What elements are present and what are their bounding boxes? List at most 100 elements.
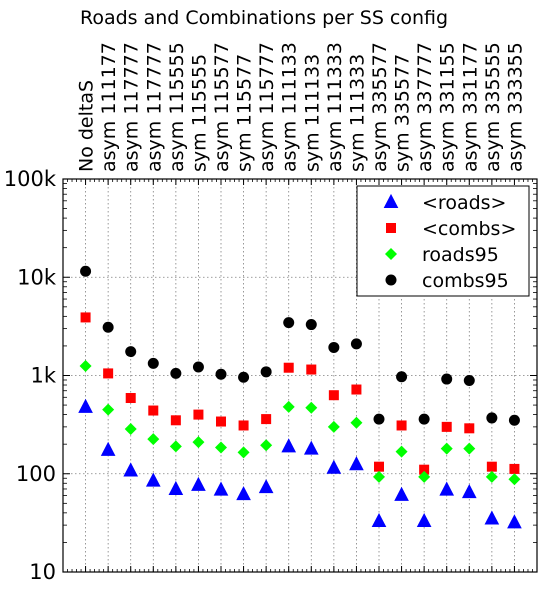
x-tick-label: asym 335555 xyxy=(482,42,504,172)
legend-marker-roads95 xyxy=(385,248,397,260)
point-roads xyxy=(461,484,477,499)
x-tick-label: asym 335577 xyxy=(369,42,391,172)
legend: <roads> <combs> roads95 combs95 xyxy=(356,185,530,297)
point-roads95 xyxy=(440,442,453,455)
point-roads95 xyxy=(282,400,295,413)
y-tick-label: 100k xyxy=(4,167,57,191)
x-tick-label: asym 337777 xyxy=(414,42,436,172)
point-combs95 xyxy=(80,265,92,277)
point-roads xyxy=(236,486,251,501)
point-roads95 xyxy=(102,403,115,416)
x-tick-label: asym 115777 xyxy=(256,42,278,172)
point-combs95 xyxy=(102,321,114,333)
point-roads xyxy=(258,479,274,494)
point-combs95 xyxy=(441,373,453,385)
point-roads95 xyxy=(418,470,431,483)
legend-marker-roads xyxy=(383,193,399,208)
point-combs95 xyxy=(215,368,227,380)
x-tick-label: sym 115577 xyxy=(234,54,256,172)
point-roads xyxy=(100,441,116,456)
point-roads xyxy=(394,486,409,501)
point-combs xyxy=(170,415,181,426)
point-roads xyxy=(484,510,500,525)
point-roads95 xyxy=(79,359,92,372)
legend-label-combs: <combs> xyxy=(422,218,516,240)
point-combs xyxy=(351,384,362,395)
point-combs95 xyxy=(508,414,520,426)
point-roads xyxy=(326,459,342,474)
point-combs xyxy=(396,420,407,431)
x-tick-label: asym 333355 xyxy=(504,42,526,172)
point-combs xyxy=(103,368,114,379)
x-tick-label: No deltaS xyxy=(76,80,98,172)
point-combs95 xyxy=(147,357,159,369)
point-combs xyxy=(80,312,91,323)
point-roads95 xyxy=(327,420,340,433)
point-roads xyxy=(281,438,297,453)
point-combs95 xyxy=(486,412,498,424)
point-roads95 xyxy=(169,440,182,453)
legend-label-combs95: combs95 xyxy=(422,270,509,292)
point-roads xyxy=(371,512,387,528)
point-combs xyxy=(328,390,339,401)
legend-label-roads: <roads> xyxy=(422,192,506,214)
x-tick-label: asym 331177 xyxy=(459,42,481,172)
point-combs95 xyxy=(396,371,408,383)
point-combs95 xyxy=(125,346,137,358)
x-tick-label: sym 111133 xyxy=(301,54,323,172)
point-combs xyxy=(441,421,452,432)
y-tick-label: 1k xyxy=(30,364,56,388)
x-tick-label: sym 111333 xyxy=(346,54,368,172)
point-roads95 xyxy=(215,441,227,454)
point-roads xyxy=(191,476,206,491)
point-roads xyxy=(123,462,139,477)
point-roads95 xyxy=(463,442,476,455)
y-tick-label: 100 xyxy=(16,462,56,486)
point-roads95 xyxy=(237,446,250,459)
point-combs xyxy=(193,409,204,420)
point-combs xyxy=(261,414,272,425)
x-tick-label: asym 111333 xyxy=(324,42,346,172)
point-combs xyxy=(464,423,475,434)
legend-marker-combs95 xyxy=(385,274,397,286)
point-combs95 xyxy=(328,341,340,353)
point-roads95 xyxy=(305,401,318,414)
chart-title: Roads and Combinations per SS config xyxy=(80,7,448,29)
point-combs xyxy=(419,464,430,475)
point-combs xyxy=(374,461,384,472)
legend-marker-combs xyxy=(386,223,396,233)
x-tick-label: sym 115555 xyxy=(188,54,210,172)
point-combs xyxy=(125,393,136,404)
data-markers xyxy=(78,265,522,529)
x-tick-label: asym 117777 xyxy=(143,42,165,172)
point-roads xyxy=(507,514,522,529)
point-combs95 xyxy=(305,319,317,331)
point-combs95 xyxy=(463,374,475,386)
point-roads xyxy=(439,481,455,496)
point-combs95 xyxy=(170,367,182,379)
point-combs xyxy=(238,420,249,431)
point-roads xyxy=(303,440,319,455)
plot-frame xyxy=(62,178,538,573)
point-roads95 xyxy=(147,433,160,446)
point-combs xyxy=(283,362,294,373)
x-tick-label: asym 111133 xyxy=(279,42,301,172)
x-tick-label: asym 111177 xyxy=(98,42,120,172)
point-combs95 xyxy=(192,361,204,373)
point-roads xyxy=(145,472,161,487)
point-roads95 xyxy=(260,439,273,452)
point-combs95 xyxy=(373,413,385,425)
point-combs xyxy=(216,416,226,427)
x-tick-label: asym 115577 xyxy=(211,42,233,172)
point-roads95 xyxy=(192,436,205,449)
point-combs xyxy=(509,463,520,474)
y-tick-label: 10 xyxy=(29,560,56,584)
point-roads95 xyxy=(395,445,408,458)
legend-label-roads95: roads95 xyxy=(422,244,499,266)
point-combs xyxy=(486,461,497,472)
point-roads xyxy=(349,456,364,471)
point-roads xyxy=(416,512,432,528)
point-roads95 xyxy=(508,473,521,486)
y-tick-labels: 10 100 1k 10k 100k xyxy=(4,167,57,584)
